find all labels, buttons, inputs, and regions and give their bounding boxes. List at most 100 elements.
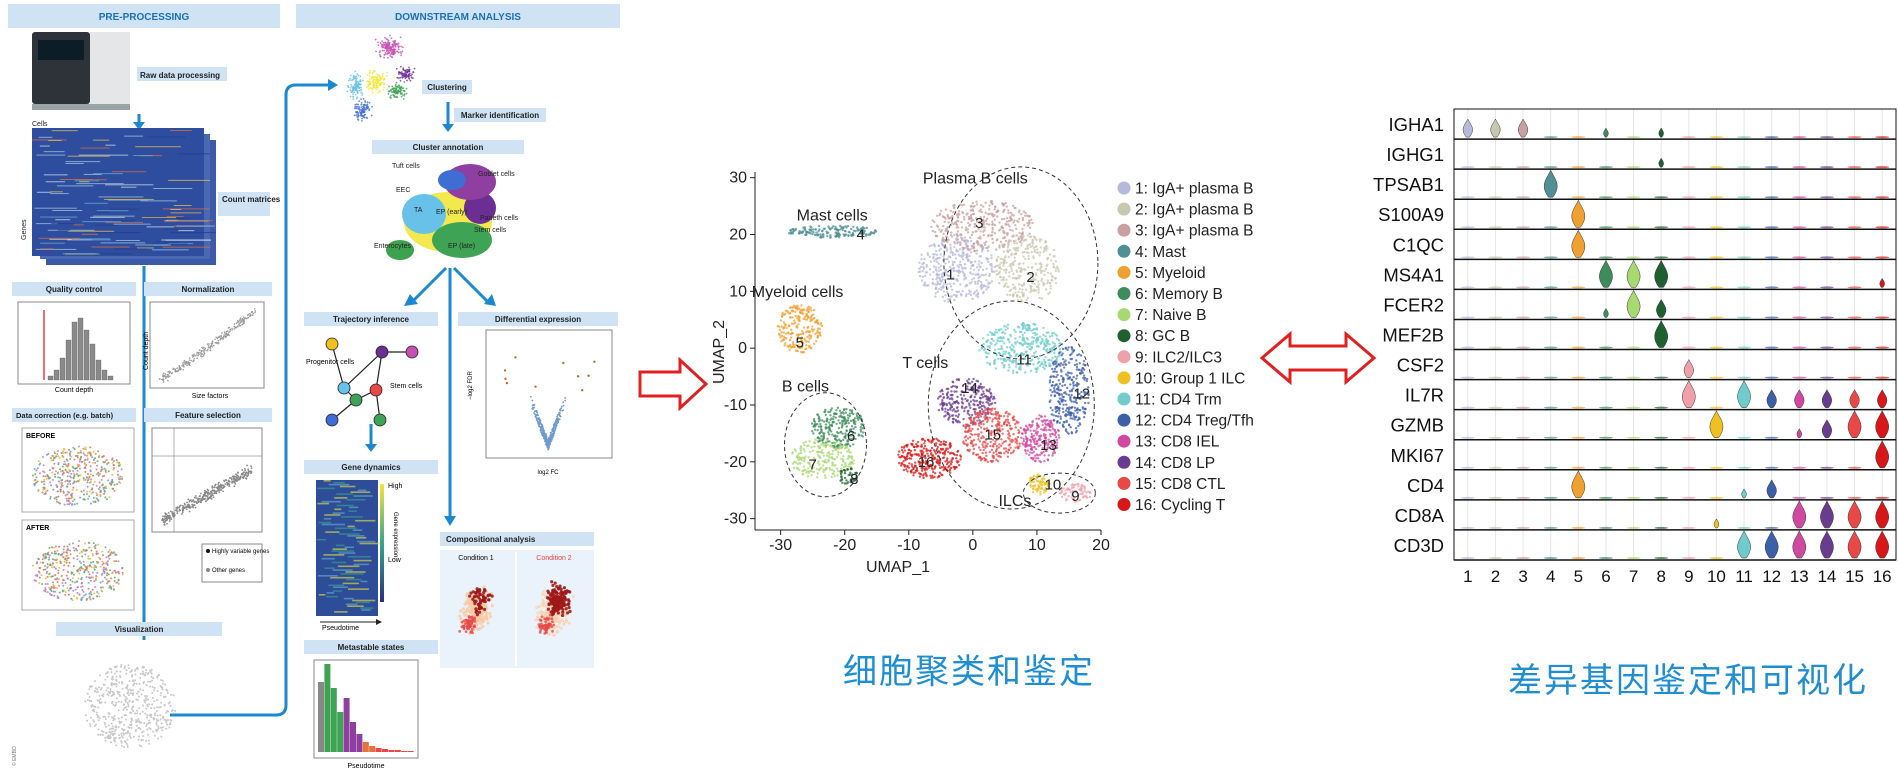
cell-type-label: TA — [414, 207, 423, 214]
violin-shape — [1488, 406, 1503, 409]
umap-legend-swatch — [1117, 308, 1131, 322]
violin-shape — [1819, 496, 1834, 499]
gene-dyn-axis: Gene expression — [392, 512, 398, 557]
violin-shape — [1488, 346, 1503, 349]
violin-shape — [1488, 196, 1503, 199]
gene-dyn-xlabel: Pseudotime — [322, 625, 359, 632]
violin-shape — [1737, 436, 1752, 439]
violin-shape — [1488, 166, 1503, 169]
step-count-matrices: Count matrices — [222, 195, 281, 204]
violin-shape — [1709, 196, 1724, 199]
violin-shape — [1709, 496, 1724, 499]
violin-shape — [1654, 376, 1669, 379]
umap-cluster-9 — [1058, 482, 1092, 503]
legend-highly-variable: Highly variable genes — [212, 549, 269, 555]
violin-shape — [1847, 136, 1862, 139]
violin-shape — [1516, 346, 1531, 349]
umap-group-label: T cells — [902, 355, 948, 372]
step-quality-control: Quality control — [46, 285, 102, 294]
violin-gene-label: CD8A — [1395, 505, 1445, 526]
violin-shape — [1764, 286, 1779, 289]
umap-cluster-number: 7 — [808, 457, 816, 474]
violin-shape — [1516, 376, 1531, 379]
violin-shape — [1571, 406, 1586, 409]
violin-shape — [1847, 376, 1862, 379]
violin-shape — [1737, 226, 1752, 229]
umap-legend-swatch — [1117, 329, 1131, 343]
violin-shape — [1792, 196, 1807, 199]
umap-cluster-number: 5 — [796, 334, 804, 351]
violin-frame — [1453, 108, 1897, 561]
umap-cluster-number: 8 — [850, 471, 858, 488]
after-label: AFTER — [26, 525, 49, 532]
violin-shape — [1764, 316, 1779, 319]
step-compositional-analysis: Compositional analysis — [446, 535, 536, 544]
qc-xlabel: Count depth — [55, 387, 93, 394]
violin-shape — [1737, 526, 1752, 529]
norm-ylabel: Count depth — [143, 332, 150, 370]
umap-legend-label: 10: Group 1 ILC — [1135, 370, 1245, 387]
violin-shape — [1764, 196, 1779, 199]
violin-shape — [1488, 226, 1503, 229]
violin-shape — [1709, 376, 1724, 379]
violin-shape — [1626, 376, 1641, 379]
violin-shape — [1571, 470, 1586, 499]
normalization-scatter — [149, 301, 265, 389]
violin-shape — [1847, 166, 1862, 169]
violin-shape — [1792, 530, 1807, 559]
umap-plot: -30 -20 -10 0 10 20 30 20 10 0 -10 -20 -30 UMAP_1 UMAP… — [711, 166, 1254, 576]
violin-shape — [1543, 406, 1558, 409]
umap-legend-swatch — [1117, 498, 1131, 511]
violin-cluster-label: 12 — [1762, 567, 1781, 586]
trajectory-node — [349, 393, 363, 407]
cluster-purple — [395, 65, 416, 82]
violin-shape — [1681, 226, 1696, 229]
violin-shape — [1516, 166, 1531, 169]
umap-cluster-12 — [1048, 345, 1090, 435]
violin-shape — [1737, 196, 1752, 199]
violin-cluster-label: 1 — [1463, 567, 1472, 586]
step-raw-data-processing: Raw data processing — [140, 71, 220, 80]
violin-cluster-label: 4 — [1546, 567, 1555, 586]
violin-shape — [1654, 319, 1668, 348]
violin-shape — [1598, 166, 1613, 169]
umap-cluster-4 — [788, 224, 878, 239]
violin-shape — [1571, 526, 1586, 529]
violin-shape — [1847, 196, 1862, 199]
violin-shape — [1709, 346, 1724, 349]
umap-x-tick-label: -20 — [833, 537, 856, 554]
violin-shape — [1875, 440, 1889, 469]
violin-shape — [1792, 226, 1807, 229]
violin-shape — [1875, 530, 1889, 559]
violin-shape — [1626, 436, 1641, 439]
violin-shape — [1654, 406, 1669, 409]
violin-cluster-label: 9 — [1684, 567, 1693, 586]
violin-shape — [1658, 127, 1664, 138]
violin-shape — [1681, 346, 1696, 349]
violin-gene-label: CD3D — [1394, 535, 1444, 556]
umap-legend-swatch — [1117, 434, 1131, 448]
visualization-umap — [84, 664, 177, 749]
violin-shape — [1626, 256, 1641, 259]
violin-shape — [1766, 389, 1777, 408]
violin-shape — [1460, 196, 1475, 199]
violin-shape — [1460, 316, 1475, 319]
violin-shape — [1543, 557, 1558, 559]
violin-shape — [1681, 136, 1696, 139]
trajectory-node — [325, 337, 339, 351]
step-visualization: Visualization — [115, 625, 164, 634]
violin-shape — [1875, 316, 1890, 319]
violin-shape — [1847, 466, 1862, 469]
violin-shape — [1488, 376, 1503, 379]
genes-label: Genes — [21, 219, 28, 240]
violin-shape — [1764, 466, 1779, 469]
violin-shape — [1713, 518, 1720, 529]
violin-shape — [1598, 226, 1613, 229]
traj-stem-label: Stem cells — [390, 383, 423, 390]
violin-shape — [1819, 346, 1834, 349]
step-marker-identification: Marker identification — [461, 111, 539, 120]
violin-plot: IGHA1 IGHG1 TPSAB1 S100A9 C1QC MS4A1 FCER2 MEF2… — [1373, 108, 1897, 586]
violin-shape — [1460, 526, 1475, 529]
violin-shape — [1658, 157, 1664, 168]
violin-cluster-label: 16 — [1873, 567, 1892, 586]
